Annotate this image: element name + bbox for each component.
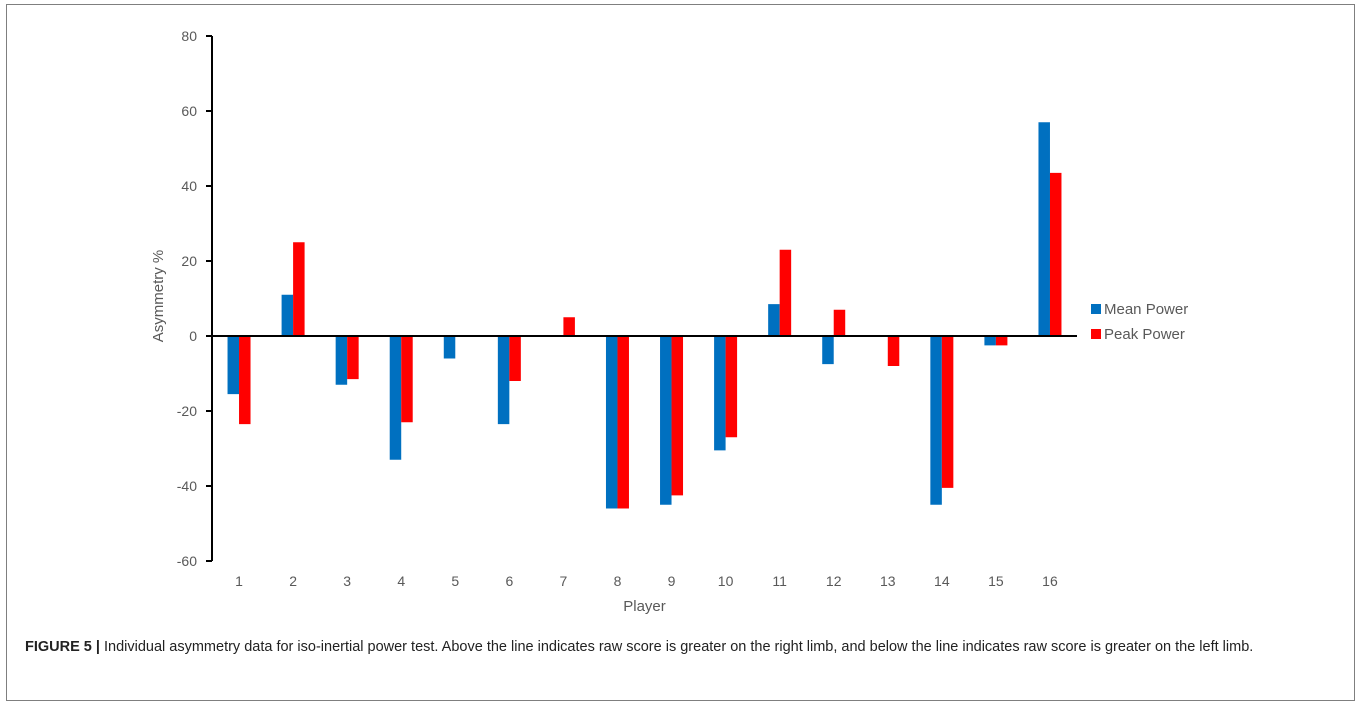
x-tick-label: 13 <box>880 573 896 589</box>
x-tick-label: 10 <box>718 573 734 589</box>
x-tick-label: 14 <box>934 573 950 589</box>
x-tick-label: 3 <box>343 573 351 589</box>
bar-mean-player-12 <box>822 336 834 365</box>
x-tick-label: 11 <box>772 573 787 589</box>
bar-peak-player-16 <box>1049 172 1062 336</box>
bar-mean-player-15 <box>984 336 996 346</box>
bar-peak-player-3 <box>347 336 359 380</box>
x-tick-label: 12 <box>826 573 842 589</box>
bar-mean-player-4 <box>389 336 402 460</box>
y-tick-label: 40 <box>181 178 197 194</box>
legend-swatch-peak <box>1091 329 1101 339</box>
bar-mean-player-14 <box>930 336 942 505</box>
figure-caption-label: FIGURE 5 | <box>25 639 100 655</box>
bar-peak-player-6 <box>509 336 521 381</box>
bar-mean-player-2 <box>281 294 294 336</box>
x-tick-label: 2 <box>289 573 297 589</box>
bars-layer <box>227 122 1062 509</box>
legend-label-peak: Peak Power <box>1104 326 1185 343</box>
y-tick-label: 80 <box>181 28 197 44</box>
bar-peak-player-12 <box>833 309 846 336</box>
x-tick-label: 1 <box>235 573 243 589</box>
y-tick-label: -40 <box>177 478 197 494</box>
bar-mean-player-10 <box>714 336 726 451</box>
y-tick-label: -20 <box>177 403 197 419</box>
bar-mean-player-3 <box>335 336 348 385</box>
bar-peak-player-9 <box>671 336 684 496</box>
bar-peak-player-11 <box>779 249 792 336</box>
legend-label-mean: Mean Power <box>1104 301 1188 318</box>
bar-peak-player-4 <box>401 336 413 423</box>
figure-caption-text: Individual asymmetry data for iso-inerti… <box>104 639 1254 655</box>
bar-peak-player-15 <box>995 336 1008 346</box>
x-tick-label: 8 <box>614 573 622 589</box>
figure-caption: FIGURE 5 | Individual asymmetry data for… <box>25 636 1335 658</box>
x-tick-label: 16 <box>1042 573 1058 589</box>
bar-mean-player-1 <box>227 336 240 395</box>
bar-mean-player-6 <box>497 336 510 425</box>
bar-mean-player-8 <box>605 336 618 509</box>
x-tick-label: 4 <box>397 573 405 589</box>
bar-peak-player-13 <box>887 336 900 366</box>
bar-peak-player-10 <box>725 336 738 438</box>
bar-mean-player-16 <box>1038 122 1050 336</box>
legend: Mean Power Peak Power <box>1091 301 1188 343</box>
y-axis-title: Asymmetry % <box>150 250 167 343</box>
x-tick-label: 7 <box>560 573 568 589</box>
x-tick-label: 6 <box>505 573 513 589</box>
bar-mean-player-9 <box>660 336 672 505</box>
bar-peak-player-1 <box>239 336 251 425</box>
x-tick-label: 15 <box>988 573 1004 589</box>
y-tick-label: 20 <box>181 253 197 269</box>
bar-peak-player-8 <box>617 336 629 509</box>
bar-mean-player-11 <box>768 304 780 336</box>
legend-swatch-mean <box>1091 304 1101 314</box>
y-tick-label: 60 <box>181 103 197 119</box>
bar-mean-player-5 <box>443 336 456 359</box>
bar-peak-player-7 <box>563 317 575 336</box>
y-tick-label: 0 <box>189 328 197 344</box>
x-axis-title: Player <box>623 598 666 615</box>
bar-peak-player-2 <box>293 242 305 336</box>
bar-peak-player-14 <box>941 336 954 488</box>
y-tick-label: -60 <box>177 553 197 569</box>
x-tick-label: 5 <box>451 573 459 589</box>
figure-frame: 80 60 40 20 0 -20 -40 -60 1 2 3 4 5 6 7 8 9 10 11 12 13 14 15 1… <box>6 4 1355 701</box>
x-tick-label: 9 <box>668 573 676 589</box>
